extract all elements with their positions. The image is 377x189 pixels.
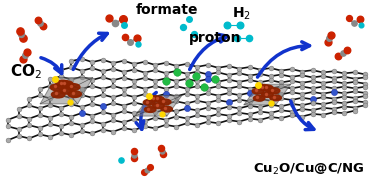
Circle shape (153, 96, 164, 102)
Text: CO$_2$: CO$_2$ (10, 63, 42, 81)
Circle shape (143, 100, 155, 105)
Circle shape (262, 85, 273, 91)
Circle shape (60, 87, 73, 94)
Circle shape (268, 88, 280, 94)
Circle shape (252, 88, 264, 94)
Circle shape (159, 99, 171, 105)
Circle shape (68, 91, 81, 98)
Polygon shape (40, 78, 93, 104)
Circle shape (161, 106, 172, 112)
Circle shape (262, 92, 273, 97)
Circle shape (66, 84, 80, 90)
Text: proton: proton (188, 31, 241, 45)
Polygon shape (135, 95, 182, 116)
Circle shape (50, 84, 64, 91)
Circle shape (149, 96, 161, 101)
Circle shape (56, 80, 69, 87)
Polygon shape (244, 84, 291, 105)
Circle shape (144, 107, 156, 112)
Text: H$_2$: H$_2$ (232, 6, 251, 22)
Circle shape (270, 95, 281, 101)
Circle shape (153, 103, 164, 109)
Circle shape (60, 81, 73, 88)
Circle shape (51, 91, 65, 98)
Circle shape (258, 84, 270, 90)
Text: formate: formate (136, 3, 198, 17)
Text: Cu$_2$O/Cu@C/NG: Cu$_2$O/Cu@C/NG (253, 162, 365, 177)
Circle shape (253, 95, 265, 101)
